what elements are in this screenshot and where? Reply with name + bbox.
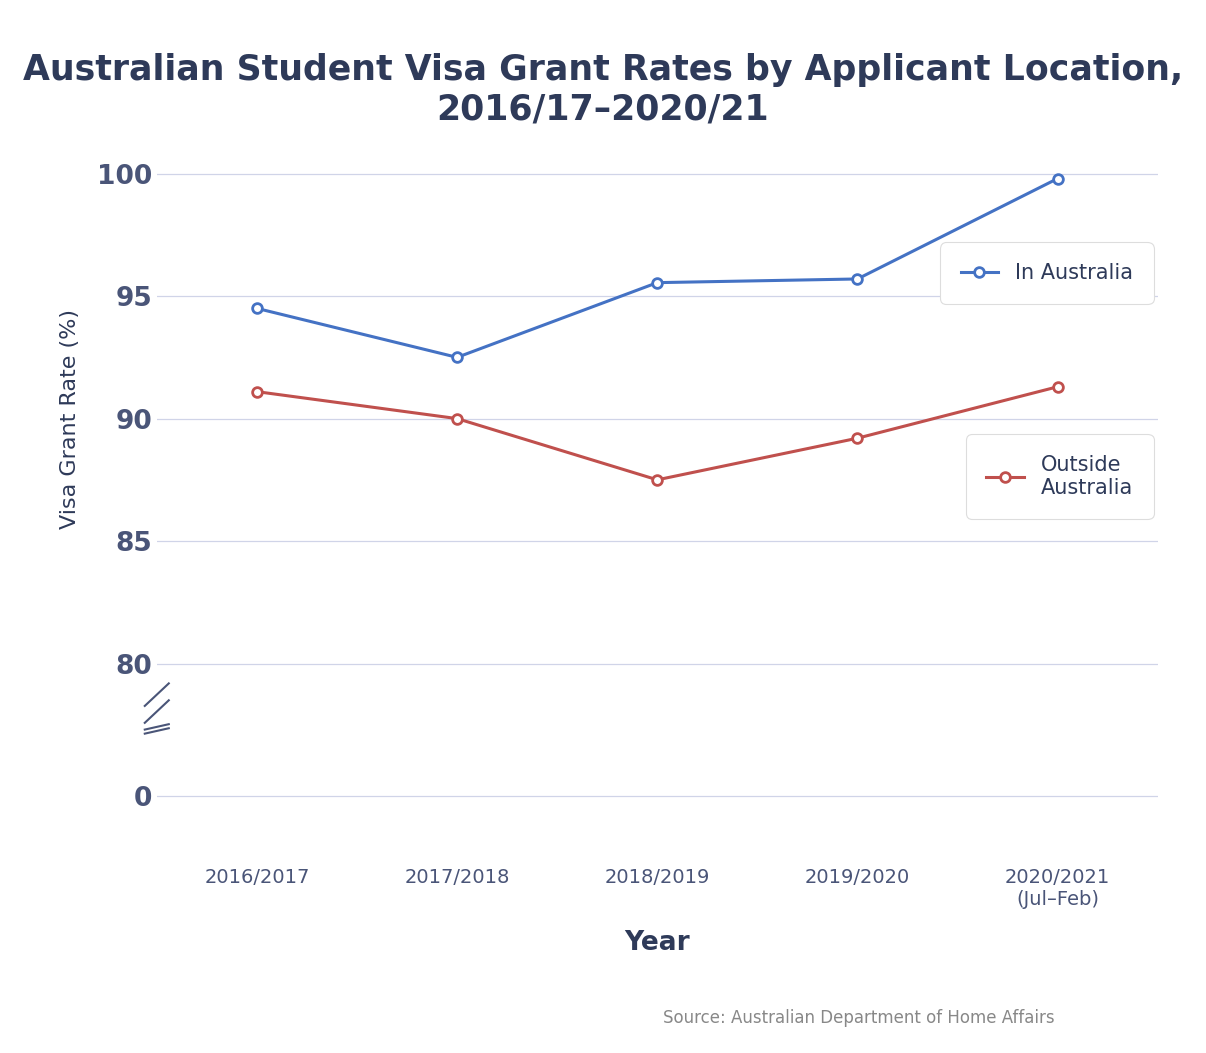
Legend: Outside
Australia: Outside Australia (972, 440, 1147, 513)
Y-axis label: Visa Grant Rate (%): Visa Grant Rate (%) (60, 309, 80, 529)
Text: Australian Student Visa Grant Rates by Applicant Location,
2016/17–2020/21: Australian Student Visa Grant Rates by A… (23, 53, 1183, 126)
Text: Source: Australian Department of Home Affairs: Source: Australian Department of Home Af… (663, 1009, 1055, 1027)
X-axis label: Year: Year (625, 930, 690, 956)
